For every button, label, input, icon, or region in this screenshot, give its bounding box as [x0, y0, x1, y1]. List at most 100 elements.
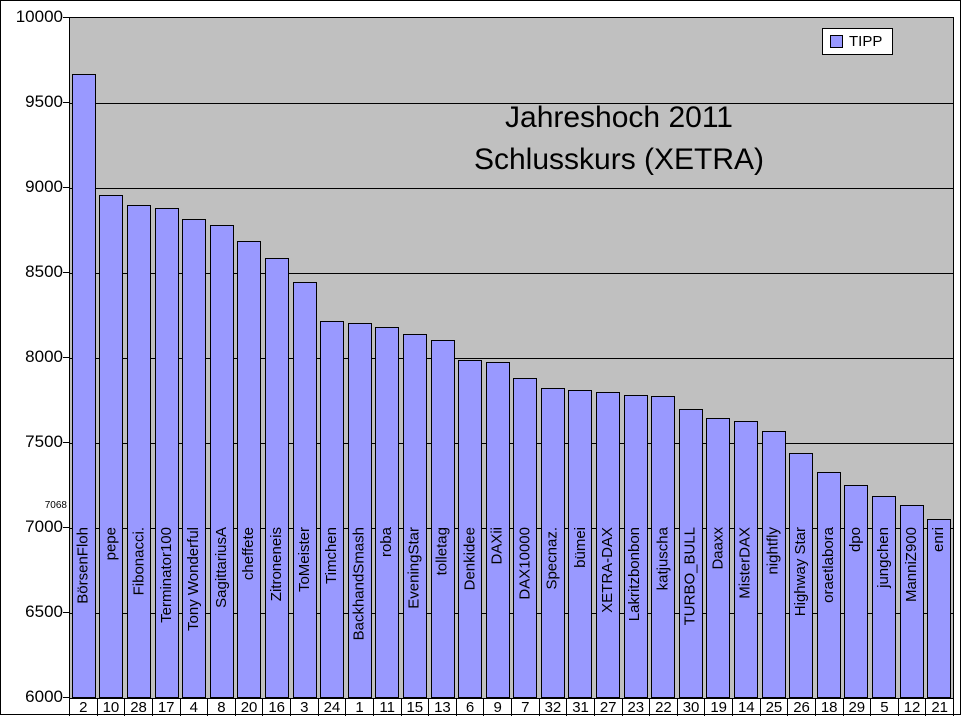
x-axis-number-7: 7 [512, 699, 540, 716]
category-label-pepe: pepe [102, 527, 120, 561]
bar-Specnaz. [540, 387, 565, 698]
chart-title: Jahreshoch 2011 Schlusskurs (XETRA) [399, 97, 839, 181]
bar-ToMeister [292, 281, 317, 698]
x-axis-number-26: 26 [788, 699, 816, 716]
x-axis-number-12: 12 [899, 699, 927, 716]
gridline-9500 [70, 103, 953, 104]
category-label-Terminator100: Terminator100 [157, 527, 175, 623]
bar-enri [927, 518, 952, 698]
y-tick-mark [63, 612, 69, 613]
chart-title-line-2: Schlusskurs (XETRA) [473, 143, 765, 176]
category-label-Zitroneneis: Zitroneneis [267, 527, 285, 602]
category-label-BackhandSmash: BackhandSmash [350, 527, 368, 641]
x-axis-number-4: 4 [181, 699, 209, 716]
x-axis-number-16: 16 [263, 699, 291, 716]
category-label-Timchen: Timchen [323, 527, 341, 584]
category-label-tolletag: tolletag [433, 527, 451, 576]
bar-MisterDAX [734, 420, 759, 698]
bar-TURBO_BULL [678, 409, 703, 698]
y-tick-label-9000: 9000 [25, 177, 63, 196]
x-axis-number-27: 27 [595, 699, 623, 716]
x-axis-number-1: 1 [346, 699, 374, 716]
x-axis-number-20: 20 [236, 699, 264, 716]
x-axis-number-29: 29 [844, 699, 872, 716]
category-label-MisterDAX: MisterDAX [737, 527, 755, 599]
x-axis-number-15: 15 [402, 699, 430, 716]
y-tick-label-10000: 10000 [15, 7, 63, 26]
x-axis-number-11: 11 [374, 699, 402, 716]
category-label-Highway Star: Highway Star [792, 527, 810, 617]
y-tick-label-6500: 6500 [25, 602, 63, 621]
gridline-7000 [70, 528, 953, 529]
plot-area: BörsenFloh pepe Fibonacci. Terminator100 Ton… [69, 17, 954, 699]
x-axis-number-18: 18 [816, 699, 844, 716]
bar-BörsenFloh [71, 74, 96, 698]
category-label-EveningStar: EveningStar [405, 527, 423, 609]
x-axis-number-6: 6 [457, 699, 485, 716]
bar-dpo [844, 484, 869, 698]
category-label-dpo: dpo [847, 527, 865, 553]
category-label-DAXii: DAXii [488, 527, 506, 565]
y-tick-mark [63, 272, 69, 273]
bar-jungchen [872, 495, 896, 698]
x-axis-number-8: 8 [208, 699, 236, 716]
category-label-DAX10000: DAX10000 [516, 527, 534, 600]
category-label-Tony Wonderful: Tony Wonderful [185, 527, 203, 631]
bar-bümei [568, 390, 593, 698]
x-axis-number-21: 21 [926, 699, 954, 716]
bar-Tony Wonderful [182, 218, 207, 698]
x-axis-number-30: 30 [678, 699, 706, 716]
chart-title-line-1: Jahreshoch 2011 [505, 101, 733, 134]
x-axis-number-32: 32 [540, 699, 568, 716]
category-label-cheffete: cheffete [240, 527, 258, 581]
y-tick-mark [63, 17, 69, 18]
category-label-Specnaz.: Specnaz. [543, 527, 561, 590]
y-tick-mark [63, 527, 69, 528]
bar-SagittariusA [209, 225, 234, 698]
legend: TIPP [822, 28, 894, 55]
x-axis-number-24: 24 [319, 699, 347, 716]
y-tick-label-7000: 7000 [25, 517, 63, 536]
category-label-Denkidee: Denkidee [461, 527, 479, 591]
bar-roba [375, 327, 400, 698]
category-label-oraetlabora: oraetlabora [819, 527, 837, 603]
y-tick-label-8500: 8500 [25, 262, 63, 281]
x-axis-number-14: 14 [733, 699, 761, 716]
category-label-katjuscha: katjuscha [654, 527, 672, 591]
bar-Terminator100 [154, 207, 179, 698]
gridline-8500 [70, 273, 953, 274]
bar-Fibonacci. [126, 205, 151, 698]
x-axis-number-17: 17 [153, 699, 181, 716]
category-label-bümei: bümei [571, 527, 589, 568]
bar-Daaxx [706, 417, 731, 698]
category-label-Daaxx: Daaxx [709, 527, 727, 570]
y-tick-label-9500: 9500 [25, 92, 63, 111]
bar-BackhandSmash [347, 323, 372, 698]
gridline-6500 [70, 613, 953, 614]
category-label-SagittariusA: SagittariusA [212, 527, 230, 608]
annotation-7068: 7068 [44, 500, 67, 511]
legend-label: TIPP [849, 33, 883, 50]
category-label-BörsenFloh: BörsenFloh [74, 527, 92, 604]
category-label-ToMeister: ToMeister [295, 527, 313, 593]
x-axis-number-23: 23 [623, 699, 651, 716]
bar-XETRA-DAX [596, 392, 621, 698]
y-tick-mark [63, 102, 69, 103]
category-label-ManniZ900: ManniZ900 [902, 527, 920, 603]
x-axis-number-25: 25 [761, 699, 789, 716]
bar-katjuscha [651, 396, 676, 698]
category-label-nightfly: nightfly [764, 527, 782, 575]
x-axis-number-28: 28 [125, 699, 153, 716]
x-axis-number-22: 22 [650, 699, 678, 716]
category-label-Lakritzbonbon: Lakritzbonbon [626, 527, 644, 622]
bar-EveningStar [402, 334, 427, 698]
bar-cheffete [237, 240, 262, 698]
x-axis-number-10: 10 [98, 699, 126, 716]
x-axis-number-2: 2 [69, 699, 98, 716]
y-tick-label-8000: 8000 [25, 347, 63, 366]
category-label-TURBO_BULL: TURBO_BULL [681, 527, 699, 626]
category-label-XETRA-DAX: XETRA-DAX [599, 527, 617, 613]
gridline-8000 [70, 358, 953, 359]
bar-ManniZ900 [899, 505, 924, 698]
